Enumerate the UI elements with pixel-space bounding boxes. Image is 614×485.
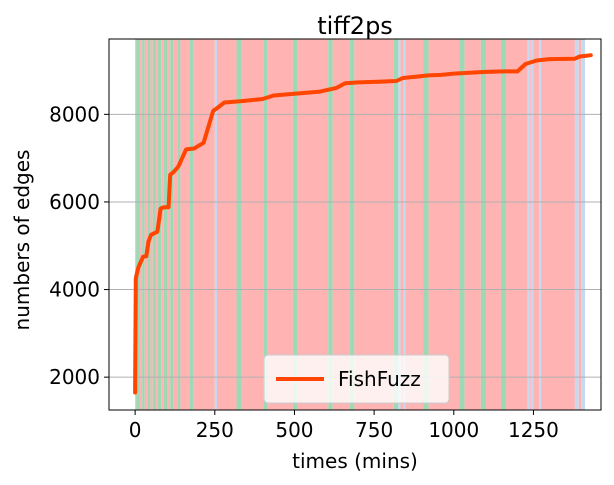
background-band [150,39,153,410]
background-band [139,39,143,410]
background-band [167,39,171,410]
background-band [527,39,530,410]
x-tick-label: 750 [355,418,393,442]
background-band [180,39,190,410]
background-band [574,39,579,410]
background-band [152,39,156,410]
background-band [263,39,268,410]
background-band [189,39,194,410]
background-band [530,39,534,410]
background-band [135,39,137,410]
background-band [500,39,507,410]
background-band [480,39,486,410]
background-band [170,39,174,410]
background-band [136,39,140,410]
legend: FishFuzz [263,354,450,404]
plot-frame [108,38,602,411]
background-band [142,39,145,410]
background-band [393,39,399,410]
background-band [161,39,164,410]
x-tick-label: 1250 [508,418,559,442]
background-band [533,39,540,410]
x-tick-label: 500 [275,418,313,442]
background-band [177,39,181,410]
background-band [459,39,465,410]
background-band [398,39,401,410]
background-band [144,39,148,410]
background-band [400,39,404,410]
background-band [578,39,582,410]
x-tick-label: 250 [196,418,234,442]
background-band [214,39,218,410]
x-tick-label: 1000 [428,418,479,442]
bands-layer [135,39,586,410]
background-band [173,39,178,410]
background-band [403,39,406,410]
y-tick-label: 8000 [49,102,100,126]
y-tick-label: 2000 [49,365,100,389]
x-axis-label: times (mins) [292,449,418,473]
ticks-layer: 2000 4000 6000 8000 0 250 500 750 1000 1250 [49,102,559,442]
background-band [506,39,528,410]
background-band [349,39,355,410]
y-tick-label: 6000 [49,190,100,214]
background-band [354,39,394,410]
background-band [328,39,333,410]
y-tick-label: 4000 [49,278,100,302]
background-band [529,39,531,410]
background-band [405,39,424,410]
background-band [428,39,460,410]
background-band [193,39,215,410]
y-axis-label: numbers of edges [10,150,34,331]
background-band [539,39,542,410]
legend-box [263,354,450,404]
grid-layer [109,113,601,378]
background-band [217,39,237,410]
background-band [163,39,168,410]
background-band [267,39,293,410]
legend-label-fishfuzz: FishFuzz [338,367,421,391]
background-band [241,39,264,410]
background-band [541,39,575,410]
background-band [332,39,350,410]
background-band [485,39,501,410]
x-tick-label: 0 [129,418,142,442]
series-layer [133,53,593,395]
chart-title: tiff2ps [317,12,393,40]
background-band [292,39,298,410]
background-band [297,39,329,410]
background-band [581,39,586,410]
background-band [236,39,242,410]
background-band [423,39,429,410]
series-line-fishfuzz [133,53,593,395]
background-band [147,39,151,410]
background-band [464,39,481,410]
